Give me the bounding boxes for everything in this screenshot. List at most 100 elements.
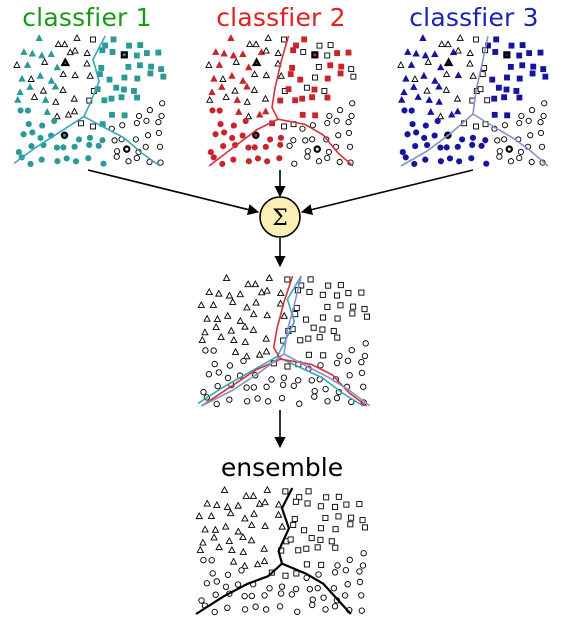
triangle-point bbox=[236, 316, 245, 324]
triangle-point bbox=[242, 491, 250, 499]
ensemble-boundary bbox=[277, 487, 294, 564]
triangle-point bbox=[466, 59, 474, 67]
square-point bbox=[319, 326, 326, 333]
circle-point bbox=[315, 158, 323, 165]
triangle-point bbox=[240, 561, 249, 569]
square-point bbox=[134, 75, 141, 82]
triangle-point bbox=[83, 49, 91, 56]
circle-point bbox=[358, 358, 365, 366]
square-point bbox=[126, 42, 132, 49]
circle-point bbox=[399, 149, 406, 156]
circle-point bbox=[17, 107, 24, 114]
triangle-point bbox=[59, 70, 67, 78]
triangle-point bbox=[250, 86, 259, 93]
circle-point bbox=[290, 137, 297, 144]
circle-point bbox=[286, 142, 293, 149]
triangle-point bbox=[208, 88, 216, 96]
circle-point bbox=[468, 155, 475, 162]
triangle-point bbox=[235, 108, 243, 115]
triangle-point bbox=[397, 61, 405, 68]
circle-point bbox=[60, 131, 69, 140]
square-point bbox=[319, 314, 326, 321]
circle-point bbox=[290, 382, 297, 389]
triangle-point bbox=[209, 300, 218, 308]
square-point bbox=[503, 86, 510, 93]
square-point bbox=[290, 521, 297, 528]
triangle-point bbox=[262, 107, 270, 115]
square-point bbox=[136, 62, 143, 69]
circle-point bbox=[238, 567, 245, 574]
triangle-point bbox=[438, 40, 446, 48]
square-point bbox=[120, 51, 128, 59]
circle-point bbox=[537, 119, 544, 126]
circle-point bbox=[431, 132, 438, 139]
triangle-point bbox=[249, 310, 258, 318]
square-point bbox=[292, 97, 299, 104]
circle-point bbox=[86, 141, 93, 148]
circle-point bbox=[302, 137, 309, 144]
square-point bbox=[289, 64, 296, 71]
square-point bbox=[332, 526, 339, 533]
triangle-point bbox=[38, 51, 46, 59]
square-point bbox=[337, 282, 344, 289]
circle-point bbox=[242, 117, 249, 125]
triangle-point bbox=[234, 527, 243, 535]
square-point bbox=[133, 52, 140, 59]
square-point bbox=[102, 42, 109, 49]
circle-point bbox=[501, 122, 508, 129]
circle-point bbox=[456, 158, 463, 165]
square-point bbox=[297, 76, 304, 83]
square-point bbox=[110, 36, 117, 43]
classifier-1-boundary bbox=[276, 355, 364, 407]
circle-point bbox=[315, 571, 322, 578]
circle-point bbox=[159, 100, 166, 107]
square-point bbox=[291, 515, 298, 522]
triangle-point bbox=[51, 82, 60, 90]
triangle-point bbox=[28, 49, 37, 57]
square-point bbox=[305, 488, 312, 495]
circle-point bbox=[229, 134, 236, 142]
triangle-point bbox=[218, 83, 226, 90]
classifier-2-boundary bbox=[271, 35, 290, 120]
triangle-point bbox=[435, 97, 443, 105]
circle-point bbox=[224, 571, 232, 578]
triangle-point bbox=[244, 112, 253, 120]
triangle-point bbox=[30, 93, 39, 100]
square-point bbox=[90, 36, 96, 43]
triangle-point bbox=[256, 110, 264, 118]
triangle-point bbox=[70, 94, 78, 102]
circle-point bbox=[311, 393, 318, 400]
circle-point bbox=[537, 129, 545, 137]
triangle-point bbox=[400, 88, 408, 96]
triangle-point bbox=[276, 289, 285, 297]
triangle-point bbox=[229, 51, 238, 59]
triangle-point bbox=[219, 75, 227, 82]
triangle-point bbox=[71, 46, 79, 54]
square-point bbox=[322, 514, 329, 521]
circle-point bbox=[299, 125, 306, 132]
circle-point bbox=[422, 122, 429, 129]
circle-point bbox=[155, 129, 162, 137]
square-point bbox=[334, 315, 341, 322]
triangle-point bbox=[398, 95, 406, 103]
circle-point bbox=[100, 160, 107, 167]
circle-point bbox=[459, 136, 466, 143]
square-point bbox=[358, 289, 365, 296]
triangle-point bbox=[239, 50, 247, 58]
square-point bbox=[290, 47, 297, 54]
triangle-point bbox=[47, 50, 55, 58]
circle-point bbox=[212, 591, 219, 598]
triangle-point bbox=[454, 46, 462, 54]
square-point bbox=[504, 74, 510, 81]
triangle-point bbox=[262, 347, 271, 355]
triangle-point bbox=[274, 500, 283, 508]
circle-point bbox=[320, 594, 327, 601]
square-point bbox=[335, 513, 342, 520]
circle-point bbox=[222, 583, 230, 590]
circle-point bbox=[252, 131, 260, 140]
square-point bbox=[281, 36, 287, 43]
circle-point bbox=[421, 134, 428, 142]
circle-point bbox=[331, 603, 339, 610]
square-point bbox=[334, 50, 341, 57]
triangle-point bbox=[265, 273, 274, 281]
